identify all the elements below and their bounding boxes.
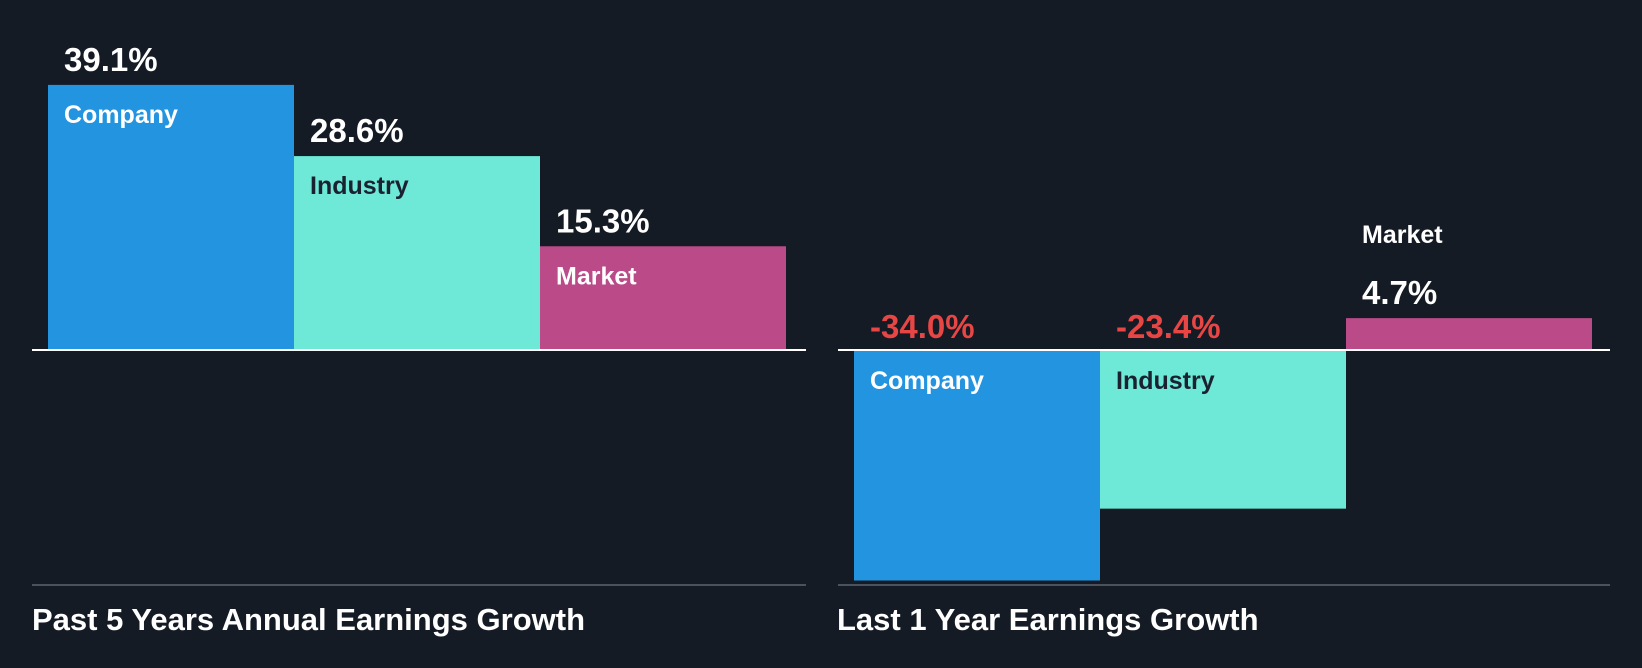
- category-label-company: Company: [64, 101, 178, 129]
- category-label-industry: Industry: [1116, 367, 1215, 395]
- bar-industry: [1100, 350, 1346, 509]
- value-label-company: 39.1%: [64, 41, 158, 78]
- chart-panel-2: -34.0% Company -23.4% Industry 4.7% Market: [838, 221, 1610, 586]
- category-label-industry: Industry: [310, 172, 409, 200]
- value-label-company: -34.0%: [870, 308, 975, 345]
- category-label-market: Market: [1362, 221, 1443, 249]
- category-label-company: Company: [870, 367, 984, 395]
- bar-company: [854, 350, 1100, 581]
- value-label-industry: -23.4%: [1116, 308, 1221, 345]
- bar-company: [48, 84, 294, 350]
- bar-industry: [294, 156, 540, 350]
- value-label-market: 15.3%: [556, 202, 650, 239]
- chart-panel-1: 39.1% Company 28.6% Industry 15.3% Market: [32, 41, 806, 586]
- value-label-market: 4.7%: [1362, 274, 1437, 311]
- value-label-industry: 28.6%: [310, 112, 404, 149]
- bar-market: [1346, 318, 1592, 350]
- category-label-market: Market: [556, 262, 637, 290]
- bar-market: [540, 246, 786, 350]
- chart-title-last-1-year: Last 1 Year Earnings Growth: [837, 602, 1259, 637]
- chart-title-past-5-years: Past 5 Years Annual Earnings Growth: [32, 602, 586, 637]
